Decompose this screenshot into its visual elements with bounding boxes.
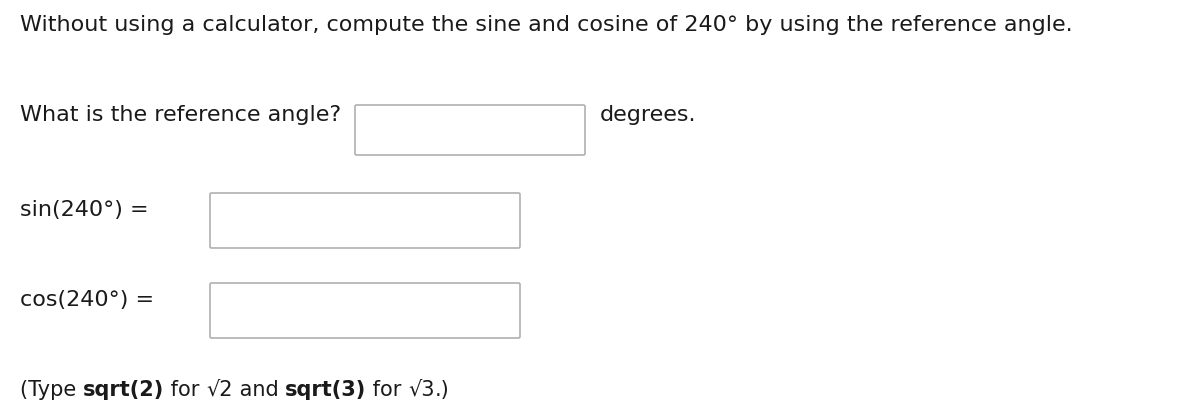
Text: for: for <box>164 380 206 400</box>
Text: (Type: (Type <box>20 380 83 400</box>
Text: sqrt(2): sqrt(2) <box>83 380 164 400</box>
Text: sin(240°) =: sin(240°) = <box>20 200 149 220</box>
Text: and: and <box>233 380 286 400</box>
FancyBboxPatch shape <box>210 193 520 248</box>
FancyBboxPatch shape <box>355 105 586 155</box>
Text: degrees.: degrees. <box>600 105 696 125</box>
FancyBboxPatch shape <box>210 283 520 338</box>
Text: √2: √2 <box>206 380 233 400</box>
Text: for: for <box>366 380 408 400</box>
Text: cos(240°) =: cos(240°) = <box>20 290 154 310</box>
Text: √3: √3 <box>408 380 434 400</box>
Text: What is the reference angle?: What is the reference angle? <box>20 105 341 125</box>
Text: sqrt(3): sqrt(3) <box>286 380 366 400</box>
Text: Without using a calculator, compute the sine and cosine of 240° by using the ref: Without using a calculator, compute the … <box>20 15 1073 35</box>
Text: .): .) <box>434 380 450 400</box>
